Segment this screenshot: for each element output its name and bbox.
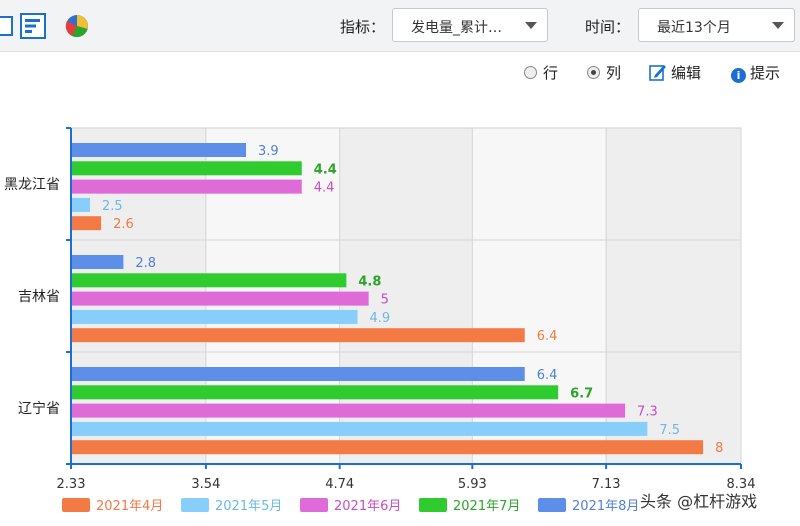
data-label: 8	[715, 441, 723, 456]
row-option-label: 行	[543, 64, 559, 82]
data-label: 3.9	[258, 144, 279, 159]
indicator-select[interactable]: 发电量_累计…	[392, 8, 548, 42]
bar	[72, 291, 369, 306]
bar	[72, 197, 90, 212]
legend-swatch	[538, 498, 566, 512]
indicator-select-value: 发电量_累计…	[411, 20, 502, 36]
bar	[72, 309, 358, 324]
x-tick-label: 5.93	[458, 477, 487, 492]
bar	[72, 161, 302, 176]
legend-label: 2021年6月	[334, 499, 401, 514]
legend-swatch	[300, 498, 328, 512]
data-label: 6.7	[570, 386, 593, 401]
chevron-down-icon	[772, 22, 784, 29]
category-label: 黑龙江省	[4, 177, 60, 193]
data-label: 4.4	[314, 181, 335, 196]
time-select[interactable]: 最近13个月	[638, 8, 795, 42]
x-tick-label: 3.54	[191, 477, 220, 492]
hint-label: 提示	[750, 64, 781, 82]
data-label: 5	[381, 293, 389, 308]
data-label: 2.8	[135, 256, 156, 271]
hint-button[interactable]: i 提示	[731, 62, 780, 83]
bar	[72, 403, 626, 418]
indicator-label: 指标：	[340, 18, 386, 36]
info-icon: i	[731, 68, 746, 83]
column-radio[interactable]	[587, 66, 600, 79]
category-label: 辽宁省	[18, 400, 60, 417]
legend-label: 2021年7月	[453, 499, 520, 514]
bar	[72, 328, 525, 343]
column-option[interactable]: 列	[587, 62, 621, 83]
table-icon[interactable]	[0, 13, 14, 39]
edit-icon	[649, 65, 666, 81]
data-label: 4.9	[370, 311, 391, 326]
data-label: 6.4	[537, 368, 558, 383]
time-label: 时间：	[585, 18, 631, 36]
time-select-value: 最近13个月	[657, 20, 731, 36]
legend-swatch	[419, 498, 447, 512]
bar	[72, 440, 704, 455]
category-label: 吉林省	[18, 289, 60, 305]
bar-chart-icon[interactable]	[20, 13, 46, 39]
data-label: 7.3	[637, 405, 658, 420]
legend-swatch	[181, 498, 209, 512]
data-label: 4.4	[314, 162, 337, 177]
row-radio[interactable]	[524, 66, 537, 79]
column-option-label: 列	[606, 64, 622, 82]
bar	[72, 216, 102, 231]
data-label: 6.4	[537, 329, 558, 344]
bar	[72, 255, 124, 269]
watermark: 头条 @杠杆游戏	[640, 492, 758, 511]
bar	[72, 179, 302, 194]
x-tick-label: 7.13	[592, 477, 621, 492]
legend-label: 2021年4月	[96, 499, 163, 514]
legend-label: 2021年8月	[572, 499, 639, 514]
x-tick-label: 2.33	[57, 477, 86, 492]
plot-band	[606, 128, 741, 464]
legend-swatch	[62, 498, 90, 512]
bar	[72, 421, 648, 436]
x-tick-label: 8.34	[727, 477, 756, 492]
data-label: 7.5	[659, 423, 680, 438]
data-label: 2.5	[102, 199, 123, 214]
pie-chart-icon[interactable]	[64, 13, 90, 39]
data-label: 4.8	[358, 274, 381, 289]
bar	[72, 273, 347, 288]
bar	[72, 385, 559, 400]
row-option[interactable]: 行	[524, 62, 558, 83]
bar	[72, 143, 247, 157]
chevron-down-icon	[525, 22, 537, 29]
edit-label: 编辑	[671, 64, 702, 82]
bar	[72, 367, 525, 381]
toolbar: 指标： 发电量_累计… 时间： 最近13个月	[0, 0, 800, 52]
data-label: 2.6	[113, 217, 134, 232]
x-tick-label: 4.74	[325, 477, 354, 492]
edit-button[interactable]: 编辑	[649, 62, 701, 83]
legend-label: 2021年5月	[215, 499, 282, 514]
